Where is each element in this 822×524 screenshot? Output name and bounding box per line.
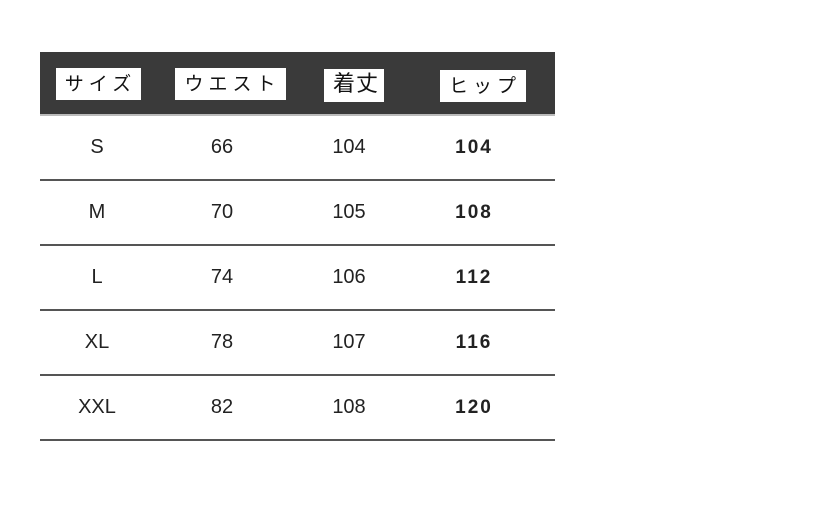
header-length: 着丈 xyxy=(324,69,384,102)
waist-cell: 66 xyxy=(210,136,234,158)
table-row: XL 78 107 116 xyxy=(40,311,555,376)
hip-cell: 104 xyxy=(455,137,493,158)
size-cell: S xyxy=(90,136,104,158)
waist-cell: 74 xyxy=(210,266,234,288)
table-row: M 70 105 108 xyxy=(40,181,555,246)
size-chart-table: サイズ ウエスト 着丈 ヒップ S 66 104 104 M 70 105 108 L 74 106… xyxy=(40,52,555,441)
header-waist: ウエスト xyxy=(175,68,286,100)
header-size: サイズ xyxy=(56,68,141,100)
length-cell: 106 xyxy=(332,266,366,288)
table-row: L 74 106 112 xyxy=(40,246,555,311)
size-cell: L xyxy=(91,266,103,288)
length-cell: 107 xyxy=(332,331,366,353)
waist-cell: 78 xyxy=(210,331,234,353)
waist-cell: 82 xyxy=(210,396,234,418)
size-cell: XXL xyxy=(78,396,116,418)
length-cell: 104 xyxy=(332,136,366,158)
hip-cell: 108 xyxy=(455,202,493,223)
hip-cell: 112 xyxy=(455,267,493,288)
size-cell: XL xyxy=(84,331,110,353)
table-row: XXL 82 108 120 xyxy=(40,376,555,441)
hip-cell: 116 xyxy=(455,332,493,353)
length-cell: 108 xyxy=(332,396,366,418)
table-row: S 66 104 104 xyxy=(40,116,555,181)
waist-cell: 70 xyxy=(210,201,234,223)
hip-cell: 120 xyxy=(455,397,493,418)
table-header: サイズ ウエスト 着丈 ヒップ xyxy=(40,52,555,116)
length-cell: 105 xyxy=(332,201,366,223)
header-hip: ヒップ xyxy=(440,70,526,102)
size-cell: M xyxy=(88,201,106,223)
